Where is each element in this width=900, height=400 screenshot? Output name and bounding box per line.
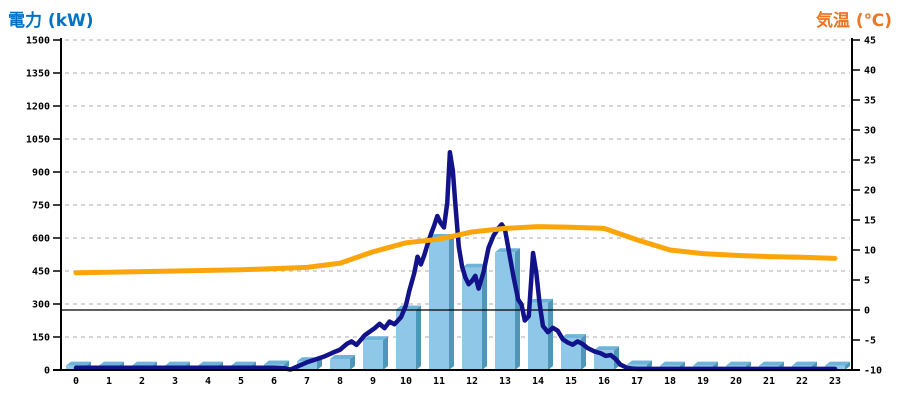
- right-axis-title: 気温 (℃): [815, 11, 892, 31]
- bar-top: [264, 360, 289, 365]
- bar: [363, 340, 383, 370]
- bar-side: [515, 248, 520, 370]
- x-axis-tick-label: 13: [499, 376, 511, 387]
- left-axis-tick-label: 600: [32, 234, 50, 245]
- right-axis-tick-label: 15: [864, 216, 876, 227]
- bar-top: [726, 361, 751, 366]
- left-axis-tick-label: 450: [32, 267, 50, 278]
- x-axis-tick-label: 17: [631, 376, 643, 387]
- left-axis-tick-label: 150: [32, 333, 50, 344]
- right-axis-tick-label: 25: [864, 156, 876, 167]
- bar-top: [792, 361, 817, 366]
- x-axis-tick-label: 7: [304, 376, 310, 387]
- bar-top: [363, 336, 388, 341]
- left-axis-tick-label: 750: [32, 201, 50, 212]
- right-axis-tick-label: 20: [864, 186, 876, 197]
- bar-side: [581, 334, 586, 370]
- bar-side: [350, 355, 355, 370]
- x-axis-tick-label: 0: [73, 376, 79, 387]
- x-axis-tick-label: 18: [664, 376, 676, 387]
- x-axis-tick-label: 15: [565, 376, 577, 387]
- x-axis-tick-label: 9: [370, 376, 376, 387]
- x-axis-tick-label: 10: [400, 376, 412, 387]
- bar: [561, 338, 581, 370]
- bar-top: [462, 263, 487, 268]
- bar-side: [548, 298, 553, 370]
- right-axis-tick-label: 10: [864, 246, 876, 257]
- left-axis-tick-label: 1050: [26, 135, 50, 146]
- bar: [330, 359, 350, 370]
- x-axis-tick-label: 11: [433, 376, 445, 387]
- left-axis-tick-label: 900: [32, 168, 50, 179]
- bar-side: [845, 361, 850, 370]
- temperature-line: [73, 224, 838, 276]
- x-axis-tick-label: 14: [532, 376, 544, 387]
- x-axis-tick-label: 8: [337, 376, 343, 387]
- left-axis-title: 電力 (kW): [8, 11, 94, 31]
- x-axis-tick-label: 5: [238, 376, 244, 387]
- bar: [462, 267, 482, 370]
- x-axis-tick-label: 22: [796, 376, 808, 387]
- x-axis-tick-label: 19: [697, 376, 709, 387]
- right-axis-tick-label: -10: [864, 366, 882, 377]
- right-axis-tick-label: 45: [864, 36, 876, 47]
- bar-top: [759, 361, 784, 366]
- x-axis-tick-label: 3: [172, 376, 178, 387]
- bar-side: [416, 305, 421, 370]
- right-axis-tick-label: 30: [864, 126, 876, 137]
- bar-top: [825, 361, 850, 366]
- left-axis-tick-label: 300: [32, 300, 50, 311]
- right-axis-tick-label: 5: [864, 276, 870, 287]
- right-axis-tick-label: 0: [864, 306, 870, 317]
- x-axis-tick-label: 12: [466, 376, 478, 387]
- x-axis-tick-label: 16: [598, 376, 610, 387]
- bar-top: [231, 361, 256, 366]
- bar-top: [198, 361, 223, 366]
- bar-side: [449, 234, 454, 370]
- bar-top: [132, 361, 157, 366]
- bar-side: [482, 263, 487, 370]
- x-axis-tick-label: 20: [730, 376, 742, 387]
- x-axis-tick-label: 23: [829, 376, 841, 387]
- bar-top: [99, 361, 124, 366]
- bar: [396, 309, 416, 370]
- left-axis-tick-label: 1200: [26, 102, 50, 113]
- bar-top: [330, 355, 355, 359]
- x-axis-tick-label: 21: [763, 376, 775, 387]
- bar-top: [66, 361, 91, 366]
- power-line: [73, 149, 838, 372]
- bar-top: [165, 361, 190, 366]
- x-axis-tick-label: 4: [205, 376, 211, 387]
- bar-top: [693, 361, 718, 366]
- bar-top: [594, 346, 619, 351]
- bar-top: [660, 361, 685, 366]
- x-axis-tick-label: 1: [106, 376, 112, 387]
- bar-top: [627, 360, 652, 365]
- bar-side: [383, 336, 388, 370]
- x-axis-tick-label: 2: [139, 376, 145, 387]
- right-axis-tick-label: 35: [864, 96, 876, 107]
- left-axis-tick-label: 1350: [26, 69, 50, 80]
- right-axis-tick-label: 40: [864, 66, 876, 77]
- bar-top: [561, 334, 586, 339]
- bar: [429, 238, 449, 370]
- x-axis-tick-label: 6: [271, 376, 277, 387]
- right-axis-tick-label: -5: [864, 336, 876, 347]
- left-axis-tick-label: 1500: [26, 36, 50, 47]
- bar: [297, 361, 317, 370]
- left-axis-tick-label: 0: [44, 366, 50, 377]
- bar: [495, 252, 515, 370]
